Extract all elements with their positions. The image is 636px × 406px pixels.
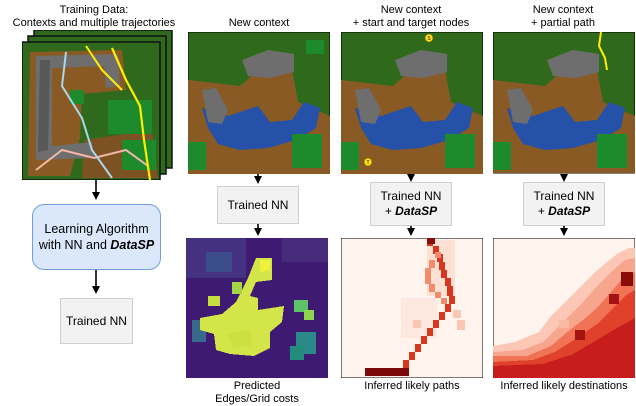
start-marker-text: S [427, 36, 431, 42]
start-marker-icon [424, 33, 434, 43]
col2-box-line1: Trained NN [380, 189, 442, 203]
col3-box-line2-prefix: + [537, 204, 549, 218]
col3-caption: Inferred likely destinations [500, 380, 628, 392]
col3-context-map [493, 32, 635, 174]
learning-line2-emph: DataSP [110, 238, 155, 252]
col1-caption-line1: Predicted [233, 380, 281, 392]
col1-title: New context [228, 17, 290, 29]
trained-nn-box-left: Trained NN [60, 298, 133, 344]
training-title-line1: Training Data: [59, 4, 129, 16]
col1-cost-heatmap [186, 238, 328, 378]
trained-nn-left-label: Trained NN [66, 313, 127, 328]
target-marker-icon [363, 157, 373, 167]
col2-caption: Inferred likely paths [364, 380, 460, 392]
learning-line1: Learning Algorithm [44, 222, 149, 236]
learning-line2: with NN and DataSP [39, 237, 154, 253]
col3-box-line2: + DataSP [538, 204, 590, 219]
learning-line2-prefix: with NN and [38, 238, 111, 252]
col2-title-line1: New context [380, 4, 442, 16]
col1-trained-nn-box: Trained NN [217, 186, 299, 224]
col2-paths-heatmap [341, 238, 483, 378]
col2-title: New context + start and target nodes [340, 4, 482, 30]
col1-caption-line2: Edges/Grid costs [215, 393, 299, 405]
col3-destinations-heatmap [493, 238, 635, 378]
col1-context-map [188, 32, 330, 174]
training-title-line2: Contexts and multiple trajectories [12, 17, 176, 29]
col3-title: New context + partial path [492, 4, 634, 30]
learning-algorithm-box: Learning Algorithm with NN and DataSP [32, 204, 161, 270]
col2-title-line2: + start and target nodes [352, 17, 470, 29]
col1-caption: Predicted Edges/Grid costs [186, 380, 328, 406]
col3-box-line1: Trained NN [533, 189, 595, 203]
col1-box-label: Trained NN [227, 197, 289, 212]
col2-context-map: S T [341, 32, 483, 174]
training-map-front [22, 41, 161, 180]
col2-box-line2: + DataSP [385, 204, 437, 219]
training-map-stack [22, 30, 174, 180]
col3-box-line2-emph: DataSP [548, 204, 591, 218]
col3-trained-nn-dsp-box: Trained NN + DataSP [523, 182, 605, 226]
col2-box-line2-emph: DataSP [395, 204, 438, 218]
training-data-title: Training Data: Contexts and multiple tra… [8, 4, 180, 30]
col2-trained-nn-dsp-box: Trained NN + DataSP [370, 182, 452, 226]
target-marker-text: T [366, 160, 369, 166]
col3-title-line1: New context [532, 4, 594, 16]
partial-path [597, 32, 608, 71]
col2-box-line2-prefix: + [384, 204, 396, 218]
col3-title-line2: + partial path [531, 17, 595, 29]
